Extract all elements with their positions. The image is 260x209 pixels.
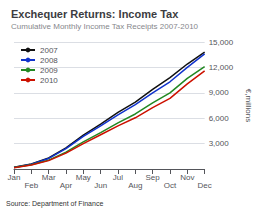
svg-text:€,millions: €,millions xyxy=(244,89,253,122)
svg-text:Nov: Nov xyxy=(180,173,194,182)
svg-text:Cumulative Monthly Income Tax: Cumulative Monthly Income Tax Receipts 2… xyxy=(11,22,199,31)
svg-text:Oct: Oct xyxy=(164,181,177,190)
svg-text:Jan: Jan xyxy=(8,173,21,182)
svg-text:Feb: Feb xyxy=(24,181,38,190)
svg-text:3,000: 3,000 xyxy=(209,139,230,148)
svg-text:6,000: 6,000 xyxy=(209,114,230,123)
svg-text:15,000: 15,000 xyxy=(209,38,234,47)
svg-text:Apr: Apr xyxy=(60,181,73,190)
svg-text:Exchequer Returns: Income Tax: Exchequer Returns: Income Tax xyxy=(11,8,179,20)
svg-text:Mar: Mar xyxy=(42,173,56,182)
svg-text:Jul: Jul xyxy=(113,173,123,182)
svg-text:9,000: 9,000 xyxy=(209,88,230,97)
svg-text:Dec: Dec xyxy=(198,181,212,190)
svg-text:2008: 2008 xyxy=(40,56,58,65)
svg-text:12,000: 12,000 xyxy=(209,63,234,72)
svg-text:Jun: Jun xyxy=(94,181,107,190)
svg-text:Aug: Aug xyxy=(128,181,142,190)
svg-text:May: May xyxy=(76,173,91,182)
svg-text:Sep: Sep xyxy=(146,173,161,182)
svg-text:Source: Department of Finance: Source: Department of Finance xyxy=(6,200,103,208)
svg-text:2007: 2007 xyxy=(40,46,58,55)
svg-text:2009: 2009 xyxy=(40,66,58,75)
svg-text:2010: 2010 xyxy=(40,76,58,85)
